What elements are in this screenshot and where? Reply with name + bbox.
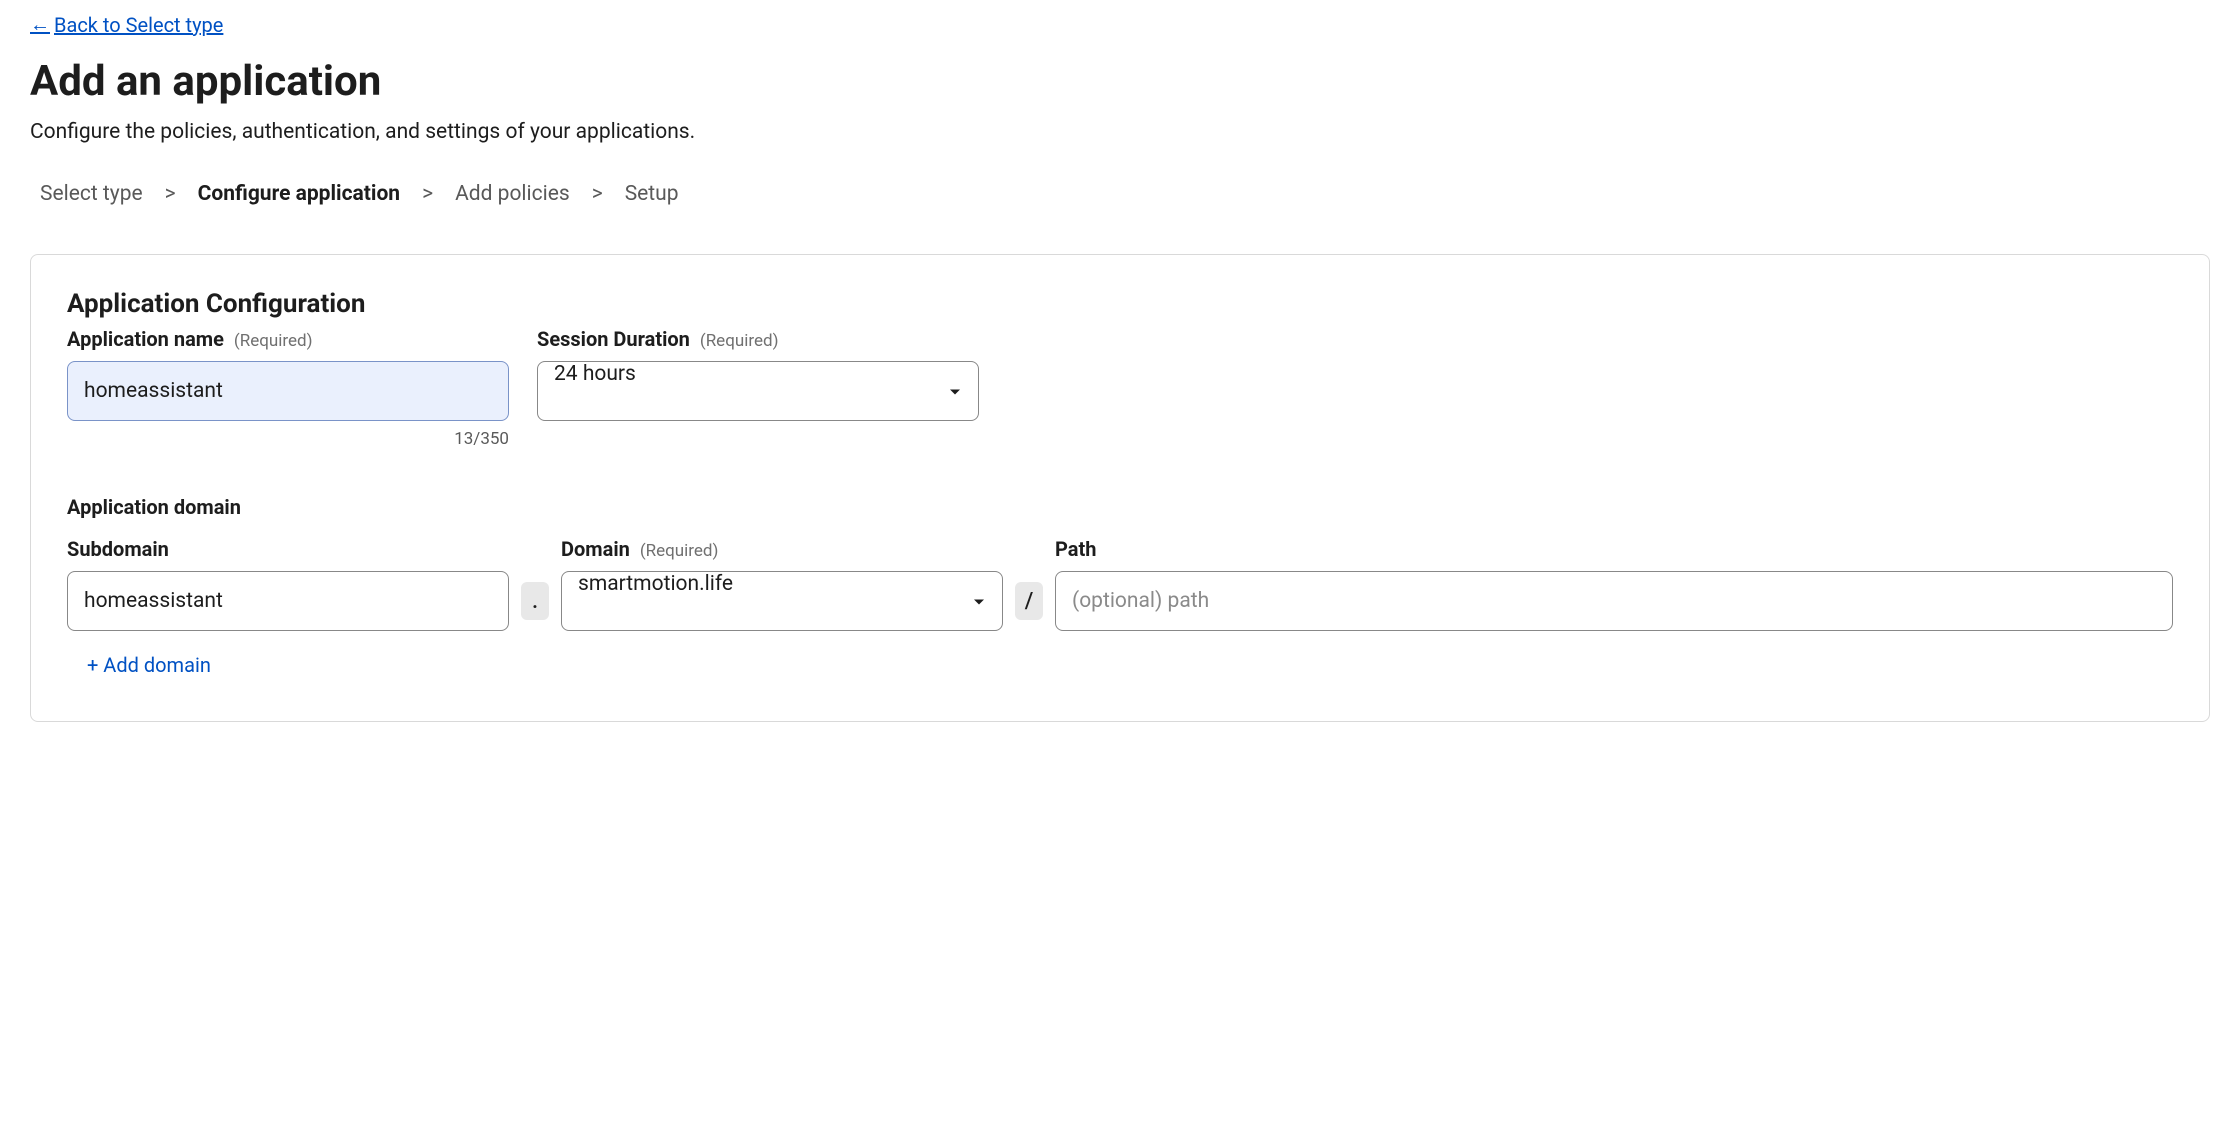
- field-subdomain: Subdomain: [67, 537, 509, 631]
- back-link-text: Back to Select type: [54, 13, 223, 37]
- breadcrumb: Select type > Configure application > Ad…: [30, 182, 2210, 206]
- path-label: Path: [1055, 537, 2173, 561]
- breadcrumb-step-setup[interactable]: Setup: [625, 182, 679, 206]
- add-domain-link[interactable]: + Add domain: [67, 653, 211, 677]
- required-hint: (Required): [640, 541, 719, 561]
- field-session-duration: Session Duration (Required) 24 hours: [537, 327, 979, 449]
- page-title: Add an application: [30, 57, 2210, 106]
- required-hint: (Required): [700, 331, 779, 351]
- subdomain-input[interactable]: [67, 571, 509, 631]
- label-text: Path: [1055, 537, 1096, 561]
- field-domain: Domain (Required) smartmotion.life: [561, 537, 1003, 631]
- label-text: Application name: [67, 327, 224, 351]
- back-link[interactable]: ← Back to Select type: [30, 12, 223, 37]
- field-path: Path: [1055, 537, 2173, 631]
- config-panel: Application Configuration Application na…: [30, 254, 2210, 722]
- dot-separator: .: [521, 582, 549, 620]
- arrow-left-icon: ←: [30, 12, 50, 37]
- breadcrumb-step-select-type[interactable]: Select type: [40, 182, 143, 206]
- chevron-right-icon: >: [422, 182, 433, 206]
- label-text: Subdomain: [67, 537, 169, 561]
- domain-select[interactable]: smartmotion.life: [561, 571, 1003, 631]
- breadcrumb-step-add-policies[interactable]: Add policies: [455, 182, 570, 206]
- breadcrumb-step-configure-application[interactable]: Configure application: [198, 182, 400, 206]
- chevron-right-icon: >: [165, 182, 176, 206]
- panel-title: Application Configuration: [67, 289, 2173, 319]
- page-subtitle: Configure the policies, authentication, …: [30, 120, 2210, 144]
- slash-separator: /: [1015, 582, 1043, 620]
- subdomain-label: Subdomain: [67, 537, 509, 561]
- char-counter: 13/350: [67, 429, 509, 449]
- application-name-input[interactable]: [67, 361, 509, 421]
- domain-row: Subdomain . Domain (Required) smartmotio…: [67, 537, 2173, 631]
- application-name-label: Application name (Required): [67, 327, 509, 351]
- label-text: Session Duration: [537, 327, 690, 351]
- domain-label: Domain (Required): [561, 537, 1003, 561]
- chevron-right-icon: >: [592, 182, 603, 206]
- required-hint: (Required): [234, 331, 313, 351]
- field-application-name: Application name (Required) 13/350: [67, 327, 509, 449]
- application-domain-title: Application domain: [67, 495, 2173, 519]
- path-input[interactable]: [1055, 571, 2173, 631]
- label-text: Domain: [561, 537, 630, 561]
- session-duration-select[interactable]: 24 hours: [537, 361, 979, 421]
- session-duration-label: Session Duration (Required): [537, 327, 979, 351]
